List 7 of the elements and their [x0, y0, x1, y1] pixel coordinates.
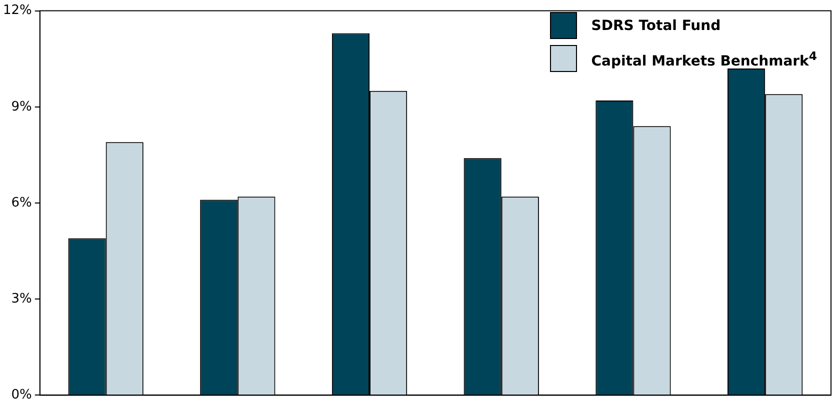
- y-tick-label: 6%: [11, 195, 32, 210]
- y-tick-label: 9%: [11, 99, 32, 114]
- legend-label: Capital Markets Benchmark$^{4}$: [591, 48, 817, 70]
- y-tick-label: 0%: [11, 388, 32, 403]
- legend-label: SDRS Total Fund: [591, 18, 721, 34]
- y-tick-label: 12%: [2, 3, 32, 18]
- y-tick-label: 3%: [11, 291, 32, 306]
